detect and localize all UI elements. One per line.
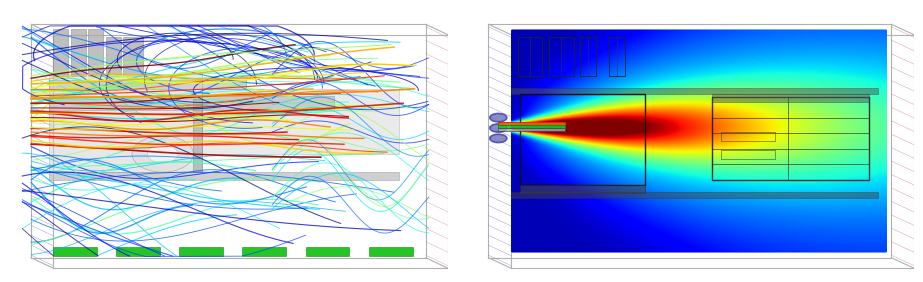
- Circle shape: [148, 145, 178, 163]
- Bar: [549, 37, 573, 76]
- Bar: [498, 122, 566, 125]
- Bar: [713, 94, 869, 102]
- Bar: [306, 247, 350, 256]
- Bar: [520, 94, 645, 185]
- Bar: [713, 97, 869, 180]
- Bar: [721, 150, 775, 159]
- Bar: [194, 100, 202, 172]
- Bar: [54, 29, 68, 76]
- Bar: [54, 247, 97, 256]
- Bar: [202, 89, 400, 154]
- Bar: [511, 191, 878, 198]
- Bar: [116, 247, 160, 256]
- Bar: [49, 172, 400, 180]
- Bar: [124, 37, 143, 76]
- Bar: [70, 29, 86, 76]
- Bar: [581, 37, 596, 76]
- Bar: [243, 247, 286, 256]
- Circle shape: [132, 136, 194, 172]
- Bar: [49, 74, 202, 172]
- Bar: [179, 247, 223, 256]
- Bar: [368, 247, 413, 256]
- Bar: [498, 125, 566, 128]
- Bar: [520, 185, 645, 193]
- Bar: [49, 96, 333, 110]
- Bar: [49, 80, 246, 89]
- Ellipse shape: [490, 124, 507, 132]
- Bar: [105, 37, 121, 76]
- Bar: [511, 88, 878, 94]
- Bar: [498, 128, 566, 131]
- Bar: [721, 132, 775, 141]
- Bar: [89, 29, 103, 76]
- Bar: [518, 37, 542, 76]
- Bar: [609, 37, 625, 76]
- Ellipse shape: [490, 113, 507, 122]
- Ellipse shape: [490, 134, 507, 143]
